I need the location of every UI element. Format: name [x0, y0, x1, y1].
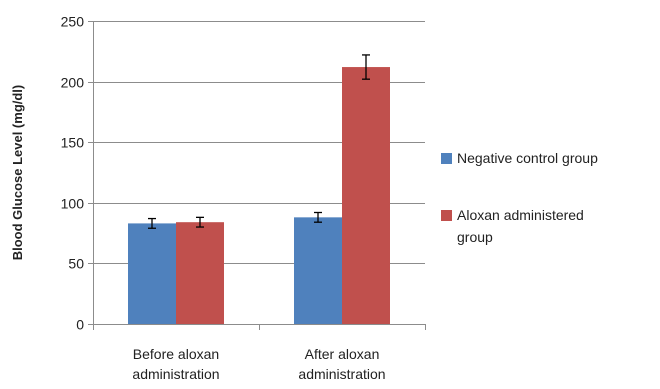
legend-label-1-line-1: group	[457, 229, 493, 245]
bar-s0-c1	[294, 217, 342, 324]
y-axis-label: Blood Glucose Level (mg/dl)	[10, 85, 25, 261]
labels: 0 50 100 150 200 250 Before aloxan administrati…	[10, 14, 386, 383]
legend: Negative control group Aloxan administere…	[441, 150, 598, 245]
category-label-0-line-1: administration	[132, 366, 219, 382]
bars	[128, 54, 390, 324]
category-label-0-line-0: Before aloxan	[133, 346, 219, 362]
bar-s1-c1	[342, 67, 390, 324]
y-tick-label-150: 150	[61, 135, 85, 151]
legend-swatch-0	[441, 153, 452, 164]
legend-label-0-line-0: Negative control group	[457, 150, 598, 166]
bar-s0-c0	[128, 223, 176, 324]
legend-label-1-line-0: Aloxan administered	[457, 207, 584, 223]
axes	[93, 21, 426, 330]
bar-s1-c0	[176, 222, 224, 324]
y-tick-label-200: 200	[61, 75, 85, 91]
y-tick-label-50: 50	[68, 256, 84, 272]
y-tick-label-250: 250	[61, 14, 85, 30]
category-label-1-line-1: administration	[298, 366, 385, 382]
category-label-1-line-0: After aloxan	[305, 346, 380, 362]
y-tick-label-0: 0	[76, 317, 84, 333]
y-tick-label-100: 100	[61, 196, 85, 212]
legend-swatch-1	[441, 210, 452, 221]
